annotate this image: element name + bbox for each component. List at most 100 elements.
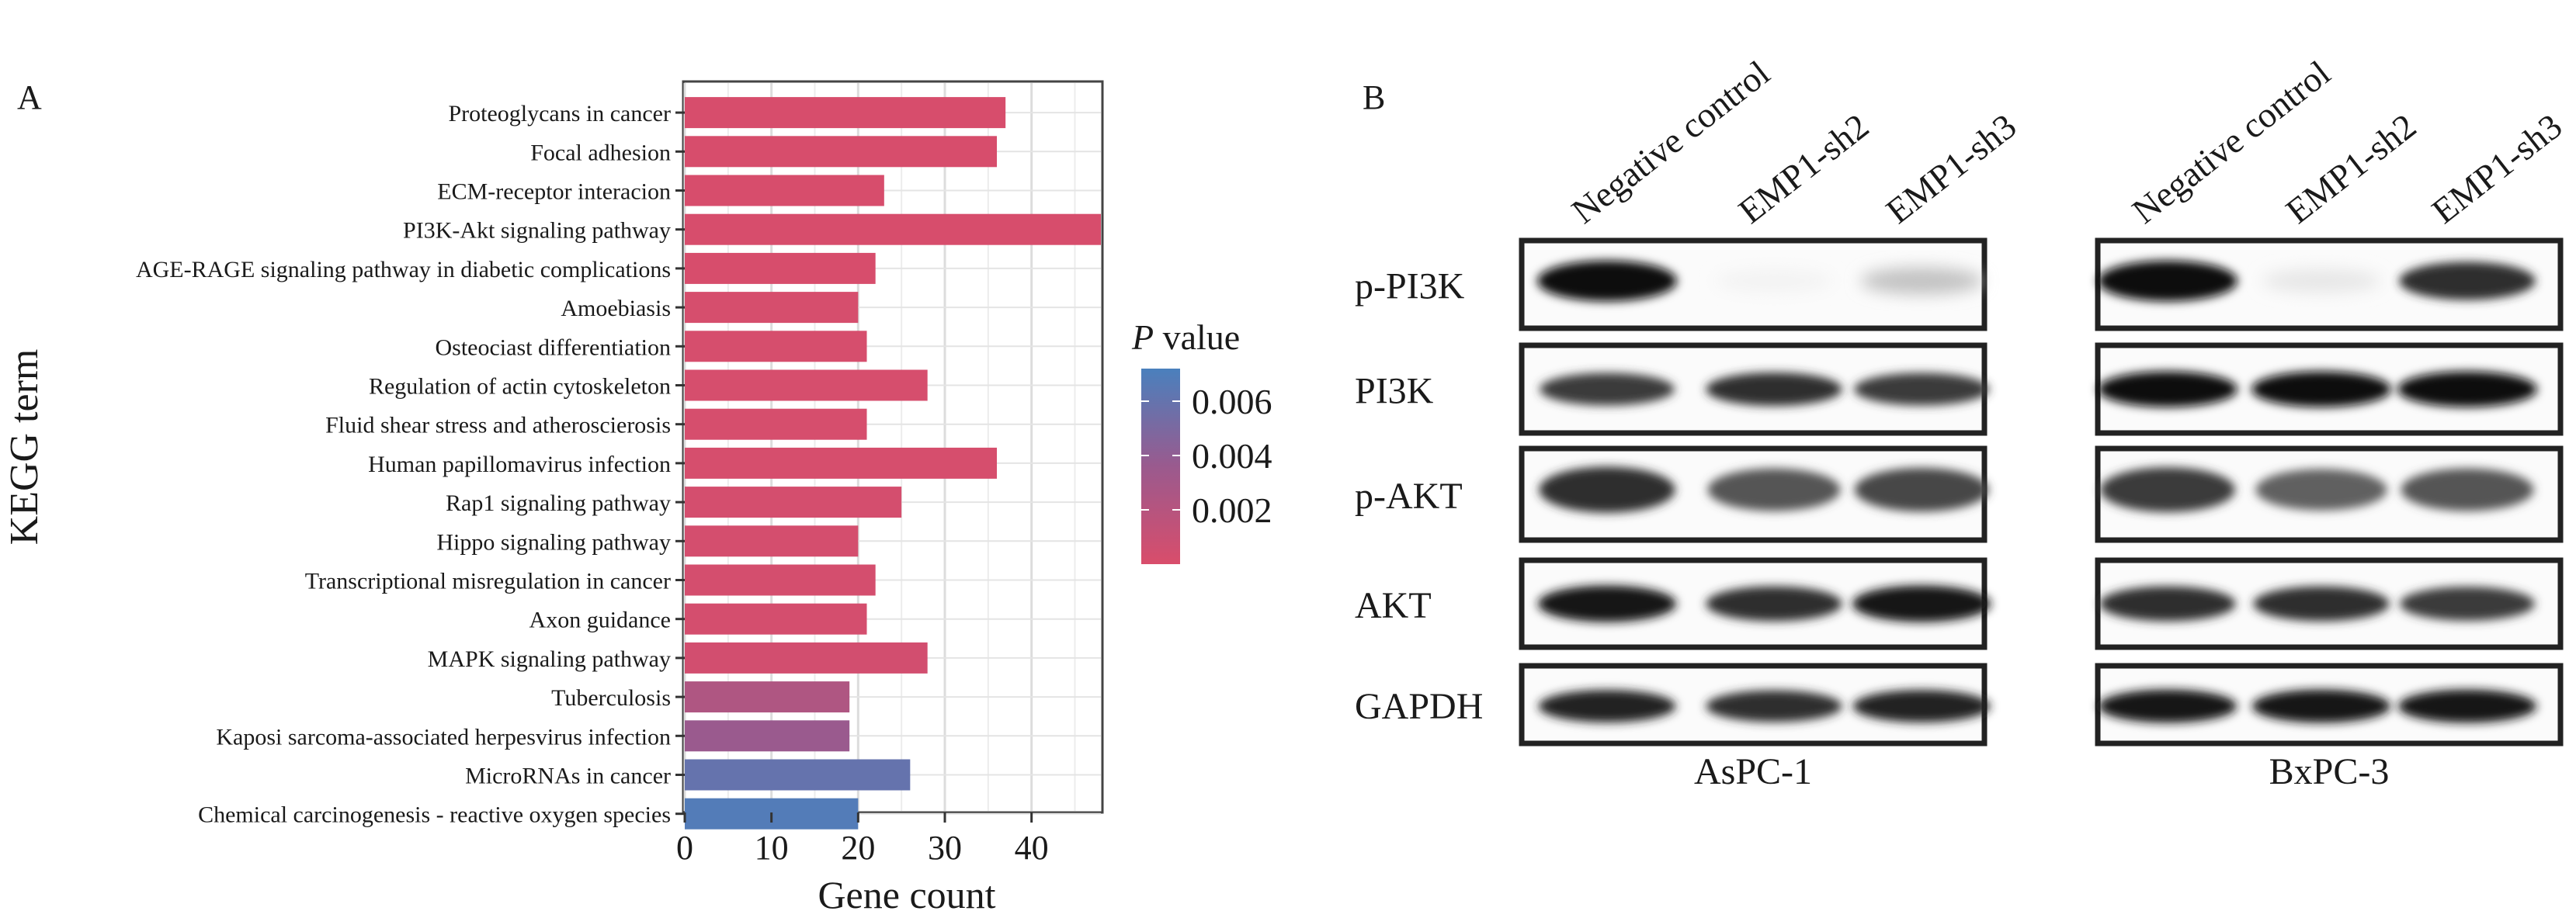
cell-line-label: BxPC-3 — [2269, 751, 2390, 792]
category-label: Hippo signaling pathway — [436, 529, 671, 555]
blot-band — [2401, 468, 2534, 511]
x-tick-label: 40 — [1015, 829, 1049, 867]
bar — [685, 525, 859, 557]
blot-band — [1852, 585, 1991, 622]
bar — [685, 487, 902, 518]
category-label: MicroRNAs in cancer — [465, 764, 671, 789]
category-label: Proteoglycans in cancer — [448, 101, 671, 126]
bar — [685, 292, 859, 324]
category-label: Regulation of actin cytoskeleton — [369, 374, 671, 400]
x-tick-labels: 0 10 20 30 40 — [676, 812, 1049, 867]
blot-band — [2262, 268, 2381, 293]
protein-label: GAPDH — [1355, 686, 1483, 727]
category-label: Rap1 signaling pathway — [446, 490, 671, 516]
blot-band — [2255, 469, 2387, 511]
blot-band — [2099, 586, 2236, 622]
blot-band — [2098, 371, 2238, 407]
category-label: Fluid shear stress and atheroscierosis — [325, 413, 671, 438]
blot-band — [2397, 371, 2537, 407]
blot-band — [1540, 372, 1675, 406]
kegg-bar-chart: Proteoglycans in cancer Focal adhesion ECM… — [2, 80, 1104, 916]
protein-label: p-AKT — [1355, 476, 1463, 517]
colorbar-tick-label: 0.004 — [1192, 436, 1272, 476]
lane-label: EMP1-sh2 — [2279, 106, 2423, 231]
blot-band — [2098, 260, 2238, 302]
category-label: Kaposi sarcoma-associated herpesvirus in… — [216, 724, 671, 750]
bar — [685, 136, 997, 168]
colorbar-tick-label: 0.002 — [1192, 490, 1272, 530]
blot-band — [1706, 586, 1842, 622]
protein-label: p-PI3K — [1355, 266, 1465, 307]
category-label: Focal adhesion — [530, 140, 671, 165]
panel-a-label: A — [17, 78, 42, 116]
category-label: PI3K-Akt signaling pathway — [403, 218, 671, 244]
blot-band — [1538, 690, 1676, 722]
bar — [685, 759, 911, 791]
x-axis-label: Gene count — [818, 873, 995, 916]
x-tick-label: 10 — [755, 829, 789, 867]
blot-band — [1706, 372, 1842, 407]
blot-band — [1852, 690, 1991, 722]
blot-band — [1537, 585, 1677, 622]
colorbar-title: P value — [1131, 317, 1240, 357]
blot-band — [1537, 260, 1677, 302]
colorbar-tick-label: 0.006 — [1192, 382, 1272, 421]
blot-band — [1854, 467, 1989, 512]
blot-band — [1706, 690, 1842, 722]
colorbar-ticks: 0.006 0.004 0.002 — [1141, 382, 1272, 530]
category-labels: Proteoglycans in cancer Focal adhesion ECM… — [136, 101, 685, 828]
bars — [685, 97, 1101, 830]
lane-label: EMP1-sh3 — [2425, 106, 2569, 231]
protein-label: PI3K — [1355, 371, 1434, 412]
lane-label: EMP1-sh2 — [1731, 106, 1876, 231]
x-tick-label: 20 — [841, 829, 875, 867]
bar — [685, 603, 867, 635]
category-label: Human papillomavirus infection — [368, 452, 671, 477]
bar — [685, 331, 867, 362]
category-label: Axon guidance — [529, 608, 671, 633]
blot-band — [1854, 372, 1989, 406]
y-axis-label: KEGG term — [2, 349, 47, 546]
pvalue-colorbar: P value 0.006 0.004 0.002 — [1131, 317, 1272, 564]
bar — [685, 213, 1101, 245]
bar — [685, 369, 928, 401]
blot-band — [2397, 689, 2537, 723]
bar — [685, 408, 867, 440]
blot-band — [2251, 689, 2391, 723]
colorbar-title-rest: value — [1154, 317, 1240, 357]
blot-band — [2251, 371, 2391, 407]
category-label: Transcriptional misregulation in cancer — [305, 569, 671, 594]
bar — [685, 564, 876, 596]
lane-label: EMP1-sh3 — [1879, 106, 2023, 231]
blot-band — [1707, 468, 1841, 511]
bar — [685, 681, 850, 713]
bar — [685, 447, 997, 479]
bar — [685, 720, 850, 752]
blot-band — [1715, 268, 1833, 293]
category-label: Amoebiasis — [561, 296, 671, 321]
blot-band — [2400, 587, 2535, 621]
blot-band — [1860, 267, 1983, 295]
x-tick-label: 0 — [676, 829, 693, 867]
colorbar-title-italic: P — [1131, 317, 1154, 357]
category-label: ECM-receptor interacion — [437, 179, 671, 205]
category-label: Chemical carcinogenesis - reactive oxyge… — [198, 802, 671, 828]
bar — [685, 252, 876, 284]
blot-band — [2399, 262, 2536, 300]
category-label: Tuberculosis — [551, 685, 671, 711]
blot-band — [2253, 586, 2390, 622]
cell-line-label: AsPC-1 — [1694, 751, 1812, 792]
bar — [685, 642, 928, 674]
category-label: AGE-RAGE signaling pathway in diabetic c… — [136, 257, 671, 282]
protein-label: AKT — [1355, 585, 1432, 626]
blot-band — [1539, 466, 1675, 513]
blot-band — [2098, 689, 2238, 723]
category-label: Osteociast differentiation — [435, 334, 671, 360]
blot-band — [2100, 467, 2235, 513]
colorbar-gradient — [1141, 369, 1180, 564]
panel-b-label: B — [1363, 78, 1385, 116]
x-tick-label: 30 — [928, 829, 962, 867]
category-label: MAPK signaling pathway — [428, 646, 671, 672]
